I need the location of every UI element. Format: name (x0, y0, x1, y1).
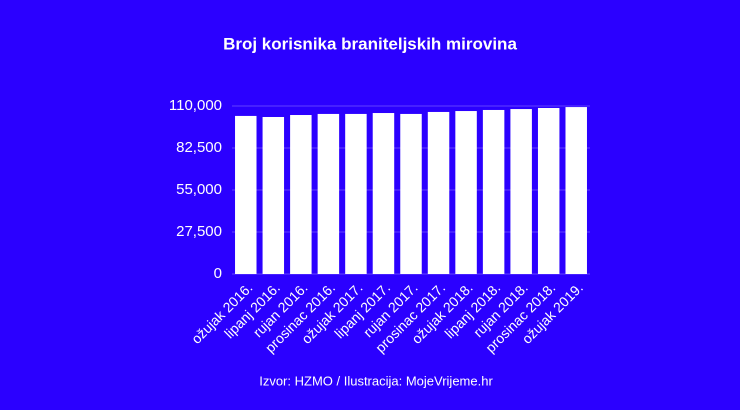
chart-title: Broj korisnika braniteljskih mirovina (223, 34, 517, 53)
bar (317, 113, 340, 274)
bar (455, 111, 477, 274)
bar (427, 111, 450, 274)
y-tick-label: 55,000 (176, 181, 222, 198)
bar (262, 116, 285, 274)
source-note: Izvor: HZMO / Ilustracija: MojeVrijeme.h… (259, 373, 493, 388)
y-tick-label: 0 (214, 265, 222, 282)
bar (400, 113, 422, 274)
y-tick-label: 110,000 (169, 97, 222, 114)
bar (235, 115, 257, 274)
bar (345, 113, 367, 274)
y-tick-label: 82,500 (176, 139, 222, 156)
bar (482, 109, 505, 274)
bar (372, 113, 395, 274)
bar (510, 109, 532, 275)
bar (537, 107, 560, 275)
bar (565, 107, 587, 274)
y-tick-label: 27,500 (176, 223, 222, 240)
bar (290, 115, 312, 274)
